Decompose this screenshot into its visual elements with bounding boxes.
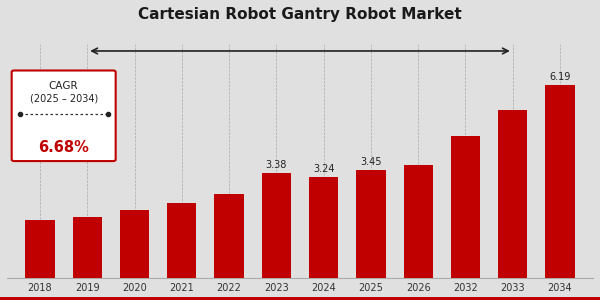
Bar: [404, 165, 433, 278]
Bar: [214, 194, 244, 278]
FancyBboxPatch shape: [11, 70, 116, 161]
Text: 3.24: 3.24: [313, 164, 334, 174]
Bar: [356, 170, 386, 278]
Bar: [73, 217, 102, 278]
Bar: [498, 110, 527, 278]
Text: 3.45: 3.45: [360, 157, 382, 167]
Bar: [25, 220, 55, 278]
Bar: [167, 202, 196, 278]
Text: (2025 – 2034): (2025 – 2034): [29, 94, 98, 103]
Text: CAGR: CAGR: [49, 81, 79, 91]
Title: Cartesian Robot Gantry Robot Market: Cartesian Robot Gantry Robot Market: [138, 7, 462, 22]
Bar: [262, 172, 291, 278]
Text: 6.68%: 6.68%: [38, 140, 89, 155]
Bar: [309, 177, 338, 278]
Text: 6.19: 6.19: [549, 72, 571, 82]
Bar: [545, 85, 575, 278]
Bar: [451, 136, 480, 278]
Bar: [120, 210, 149, 278]
Text: 3.38: 3.38: [266, 160, 287, 170]
